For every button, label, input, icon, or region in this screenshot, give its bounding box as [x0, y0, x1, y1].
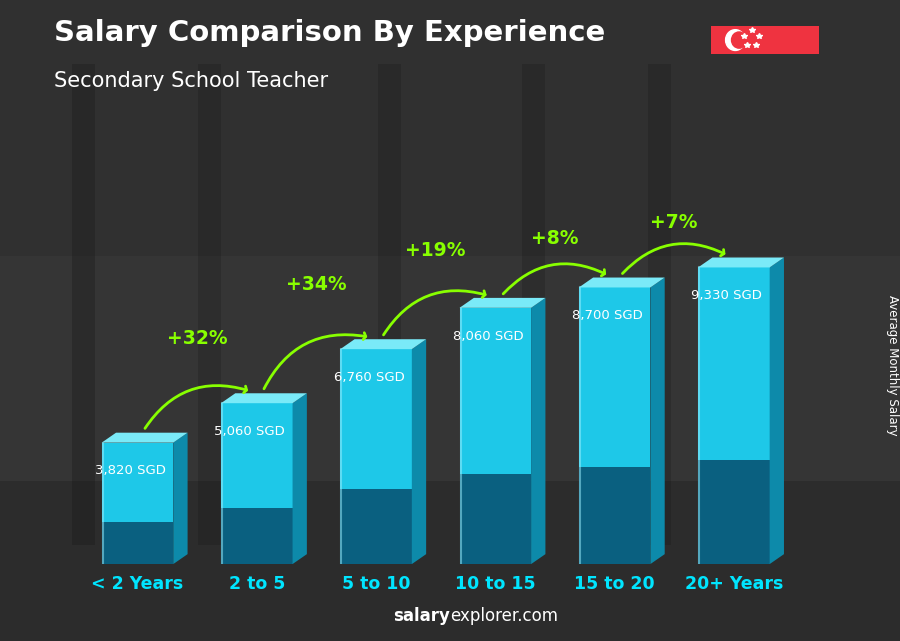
Polygon shape	[460, 298, 545, 308]
Bar	[340, 489, 412, 564]
Text: +32%: +32%	[166, 329, 228, 347]
Polygon shape	[651, 278, 665, 564]
Polygon shape	[579, 278, 665, 287]
Polygon shape	[340, 339, 426, 349]
Circle shape	[725, 29, 745, 51]
Circle shape	[732, 32, 747, 48]
Bar	[102, 522, 174, 564]
Text: +7%: +7%	[651, 213, 698, 231]
Text: +8%: +8%	[531, 229, 579, 247]
Polygon shape	[174, 433, 187, 564]
Bar	[221, 403, 292, 508]
Text: salary: salary	[393, 607, 450, 625]
Bar	[340, 349, 412, 489]
Bar	[698, 267, 770, 460]
Text: +34%: +34%	[286, 274, 346, 294]
Text: +19%: +19%	[405, 241, 466, 260]
Text: 3,820 SGD: 3,820 SGD	[94, 465, 166, 478]
Text: 5,060 SGD: 5,060 SGD	[214, 425, 285, 438]
Text: Salary Comparison By Experience: Salary Comparison By Experience	[54, 19, 605, 47]
Text: 8,060 SGD: 8,060 SGD	[453, 329, 524, 343]
Bar	[102, 443, 174, 522]
Bar	[698, 460, 770, 564]
Bar	[579, 287, 651, 467]
Bar	[460, 308, 531, 474]
Bar	[579, 467, 651, 564]
Polygon shape	[531, 298, 545, 564]
Text: 9,330 SGD: 9,330 SGD	[691, 289, 762, 303]
Polygon shape	[221, 394, 307, 403]
Text: 6,760 SGD: 6,760 SGD	[334, 371, 404, 384]
Bar	[711, 26, 819, 54]
Polygon shape	[412, 339, 426, 564]
Text: Secondary School Teacher: Secondary School Teacher	[54, 71, 328, 90]
Bar	[460, 474, 531, 564]
Polygon shape	[698, 258, 784, 267]
Text: 8,700 SGD: 8,700 SGD	[572, 310, 643, 322]
Text: Average Monthly Salary: Average Monthly Salary	[886, 295, 899, 436]
Polygon shape	[770, 258, 784, 564]
Polygon shape	[102, 433, 187, 443]
Bar	[221, 508, 292, 564]
Polygon shape	[292, 394, 307, 564]
Text: explorer.com: explorer.com	[450, 607, 558, 625]
